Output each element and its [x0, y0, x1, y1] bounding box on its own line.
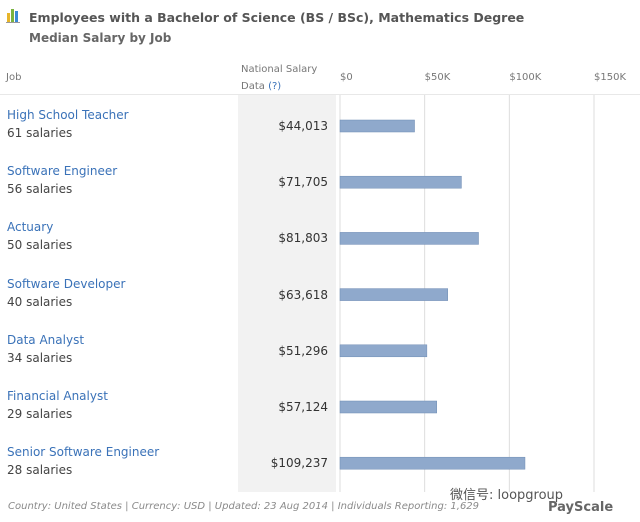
salary-bar[interactable]: [339, 288, 448, 301]
salary-value-label: $109,237: [270, 456, 328, 471]
chart-subtitle: Median Salary by Job: [29, 31, 172, 45]
national-salary-header-line1: National Salary: [241, 64, 318, 75]
help-link[interactable]: (?): [268, 81, 282, 92]
x-tick-label: $150K: [594, 72, 626, 83]
salary-bar[interactable]: [339, 456, 526, 470]
salary-bar[interactable]: [339, 400, 437, 414]
salary-value-label: $71,705: [278, 175, 328, 190]
salary-count: 50 salaries: [7, 238, 73, 253]
x-tick-label: $100K: [509, 72, 541, 83]
job-title-link[interactable]: Software Developer: [7, 276, 126, 291]
payscale-brand: PayScale: [548, 500, 614, 515]
payscale-bars-icon: [6, 9, 20, 23]
salary-bar[interactable]: [339, 232, 479, 245]
wechat-watermark: 微信号: loopgroup: [450, 488, 564, 503]
job-row: High School Teacher 61 salaries: [7, 108, 129, 140]
job-title-link[interactable]: Financial Analyst: [7, 389, 108, 403]
salary-value-label: $63,618: [278, 287, 328, 302]
header-divider: [0, 94, 640, 95]
salary-bar[interactable]: [339, 119, 415, 133]
salary-value-label: $44,013: [278, 119, 328, 133]
national-salary-column-header: National Salary Data (?): [241, 61, 317, 95]
salary-column-shade: [238, 95, 336, 492]
salary-value-label: $81,803: [278, 231, 328, 246]
salary-count: 28 salaries: [7, 463, 73, 478]
salary-value-label: $57,124: [278, 400, 328, 414]
job-row: Senior Software Engineer 28 salaries: [7, 445, 159, 477]
salary-count: 29 salaries: [7, 407, 73, 421]
job-title-link[interactable]: Software Engineer: [7, 164, 118, 179]
salary-count: 40 salaries: [7, 294, 73, 309]
salary-bar[interactable]: [339, 344, 428, 358]
job-row: Actuary 50 salaries: [7, 220, 72, 252]
job-row: Financial Analyst 29 salaries: [7, 389, 108, 421]
job-title-link[interactable]: High School Teacher: [7, 108, 129, 122]
x-tick-label: $0: [340, 72, 353, 83]
salary-value-label: $51,296: [278, 343, 328, 358]
footer-info: Country: United States | Currency: USD |…: [8, 501, 480, 512]
salary-count: 34 salaries: [7, 350, 73, 365]
salary-count: 56 salaries: [7, 182, 73, 197]
job-title-link[interactable]: Data Analyst: [7, 332, 85, 347]
job-title-link[interactable]: Actuary: [7, 220, 54, 235]
chart-title: Employees with a Bachelor of Science (BS…: [29, 10, 525, 25]
salary-count: 61 salaries: [7, 126, 73, 140]
job-row: Data Analyst 34 salaries: [7, 333, 84, 365]
salary-bar[interactable]: [339, 175, 462, 189]
job-row: Software Engineer 56 salaries: [7, 164, 117, 196]
job-column-header: Job: [6, 72, 22, 83]
national-salary-header-line2: Data: [241, 81, 265, 92]
job-title-link[interactable]: Senior Software Engineer: [7, 445, 160, 460]
job-row: Software Developer 40 salaries: [7, 277, 125, 309]
x-tick-label: $50K: [425, 72, 451, 83]
